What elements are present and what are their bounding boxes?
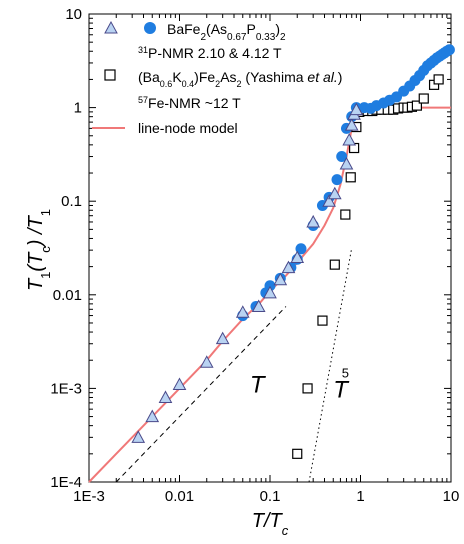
square-point	[411, 100, 423, 111]
triangle-point	[215, 331, 230, 345]
t5-label-base: T	[333, 376, 350, 403]
triangle-point	[158, 390, 173, 403]
y-tick-label: 1	[74, 100, 82, 117]
x-axis-label: T/Tc	[252, 510, 289, 538]
annotations: T T5	[250, 366, 350, 404]
circle-point	[264, 280, 276, 292]
y-tick-label: 0.01	[53, 287, 82, 304]
triangle-point	[251, 299, 266, 312]
y-tick-label: 1E-3	[50, 380, 82, 397]
square-point	[345, 172, 356, 183]
axis-labels: T/Tc T1(Tc) /T1	[25, 209, 289, 538]
legend-label-model: line-node model	[138, 120, 238, 136]
triangle-point	[235, 305, 250, 318]
x-tick-label: 0.1	[260, 488, 281, 505]
triangle-point	[199, 355, 214, 368]
triangle-point	[273, 272, 288, 286]
triangle-point	[339, 156, 354, 170]
square-point	[317, 315, 328, 326]
x-tick-label: 1E-3	[73, 488, 105, 505]
square-point	[418, 93, 429, 104]
y-axis-label: T1(Tc) /T1	[25, 209, 53, 291]
triangle-point	[131, 430, 146, 443]
circle-point	[336, 151, 348, 163]
x-tick-label: 0.01	[165, 488, 194, 505]
square-point	[292, 448, 303, 459]
legend-triangle-marker	[104, 20, 118, 34]
reference-lines	[115, 247, 353, 483]
t-linear-guide	[115, 306, 287, 483]
triangle-point	[281, 260, 296, 274]
triangle-point	[306, 214, 321, 228]
circle-point	[443, 44, 455, 56]
square-point	[340, 209, 351, 220]
legend-label-p_nmr_sub: 31P-NMR 2.10 & 4.12 T	[138, 45, 282, 61]
square-point	[329, 259, 340, 270]
t5-guide	[308, 247, 353, 483]
triangle-point	[327, 186, 342, 200]
triangle-point	[342, 133, 357, 146]
x-tick-label: 10	[443, 488, 460, 505]
triangle-point	[145, 409, 160, 423]
triangle-point	[349, 102, 364, 116]
t-linear-label: T	[250, 372, 267, 399]
triangle-point	[172, 377, 187, 391]
x-tick-label: 1	[356, 488, 364, 505]
triangle-point	[290, 250, 305, 264]
triangle-point	[263, 285, 277, 299]
legend-label-fe_nmr: 57Fe-NMR ~12 T	[138, 95, 241, 111]
triangle-point	[322, 194, 336, 207]
legend-label-k_doped: (Ba0.6K0.4)Fe2As2 (Yashima et al.)	[138, 69, 342, 89]
square-point	[302, 383, 313, 394]
legend-circle-marker	[144, 22, 156, 34]
t5-label-exp: 5	[342, 366, 349, 381]
circle-point	[331, 174, 343, 186]
legend-square-marker	[104, 69, 116, 81]
legend: BaFe2(As0.67P0.33)2 31P-NMR 2.10 & 4.12 T…	[92, 20, 342, 136]
legend-label-p_nmr: BaFe2(As0.67P0.33)2	[167, 21, 286, 43]
triangle-point	[344, 118, 359, 131]
y-tick-label: 1E-4	[50, 474, 82, 491]
y-tick-label: 0.1	[61, 193, 82, 210]
square-point	[433, 74, 444, 85]
y-tick-label: 10	[65, 6, 82, 23]
circle-point	[295, 243, 307, 255]
data-marks	[131, 44, 455, 459]
